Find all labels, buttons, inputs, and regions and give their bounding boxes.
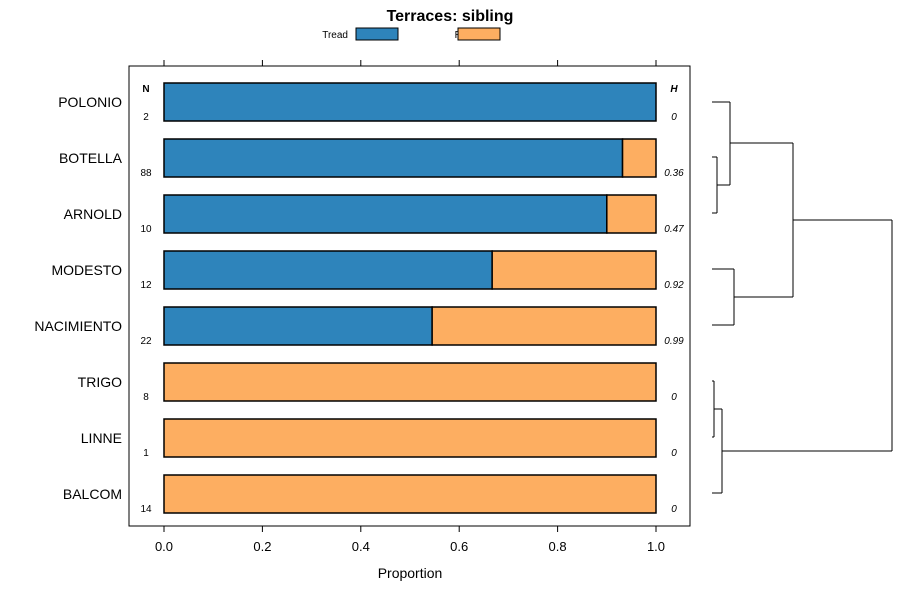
x-axis-title: Proportion bbox=[378, 565, 443, 581]
row-label: POLONIO bbox=[58, 94, 122, 110]
bar-tread bbox=[163, 194, 608, 234]
row-label: BOTELLA bbox=[59, 150, 123, 166]
bar-riser bbox=[621, 138, 657, 178]
x-tick-label: 0.0 bbox=[155, 539, 173, 554]
bars bbox=[163, 82, 657, 514]
n-value: 2 bbox=[143, 112, 149, 123]
n-value: 12 bbox=[140, 280, 152, 291]
h-value: 0.36 bbox=[664, 168, 684, 179]
n-labels: 2 88 10 12 22 8 1 14 bbox=[140, 112, 152, 515]
legend: TreadRiser bbox=[322, 27, 501, 41]
legend-swatch bbox=[457, 27, 501, 41]
n-value: 10 bbox=[140, 224, 152, 235]
x-tick-label: 1.0 bbox=[647, 539, 665, 554]
bar-riser bbox=[163, 362, 657, 402]
x-tick-label: 0.4 bbox=[352, 539, 370, 554]
bar-riser bbox=[163, 474, 657, 514]
h-value: 0 bbox=[671, 112, 677, 123]
bar-tread bbox=[163, 138, 624, 178]
row-label: NACIMIENTO bbox=[34, 318, 122, 334]
h-value: 0 bbox=[671, 392, 677, 403]
row-label: LINNE bbox=[81, 430, 122, 446]
h-value: 0.92 bbox=[664, 280, 684, 291]
x-tick-label: 0.6 bbox=[450, 539, 468, 554]
bar-riser bbox=[606, 194, 657, 234]
n-value: 8 bbox=[143, 392, 149, 403]
row-label: BALCOM bbox=[63, 486, 122, 502]
n-value: 14 bbox=[140, 504, 152, 515]
bar-riser bbox=[491, 250, 657, 290]
n-value: 88 bbox=[140, 168, 152, 179]
row-labels: POLONIO BOTELLA ARNOLD MODESTO NACIMIENTO TRI… bbox=[34, 94, 122, 502]
bar-tread bbox=[163, 306, 433, 346]
x-tick-label: 0.8 bbox=[549, 539, 567, 554]
h-labels: 0 0.36 0.47 0.92 0.99 0 0 0 bbox=[664, 112, 684, 515]
bar-riser bbox=[163, 418, 657, 458]
plot-panel bbox=[128, 65, 691, 527]
bar-riser bbox=[431, 306, 657, 346]
h-value: 0 bbox=[671, 504, 677, 515]
x-tick-label: 0.2 bbox=[253, 539, 271, 554]
h-value: 0.47 bbox=[664, 224, 684, 235]
chart-title: Terraces: sibling bbox=[387, 8, 514, 25]
top-axis-ticks bbox=[163, 60, 657, 66]
dendrogram bbox=[712, 101, 893, 494]
row-label: TRIGO bbox=[78, 374, 122, 390]
row-label: MODESTO bbox=[51, 262, 122, 278]
n-column-header: N bbox=[142, 84, 149, 95]
bar-tread bbox=[163, 82, 657, 122]
n-value: 22 bbox=[140, 336, 152, 347]
legend-label: Tread bbox=[322, 30, 348, 41]
h-column-header: H bbox=[670, 84, 678, 95]
legend-swatch bbox=[355, 27, 399, 41]
bar-tread bbox=[163, 250, 493, 290]
h-value: 0 bbox=[671, 448, 677, 459]
x-axis: 0.0 0.2 0.4 0.6 0.8 1.0 bbox=[155, 526, 665, 554]
n-value: 1 bbox=[143, 448, 149, 459]
h-value: 0.99 bbox=[664, 336, 684, 347]
row-label: ARNOLD bbox=[64, 206, 122, 222]
